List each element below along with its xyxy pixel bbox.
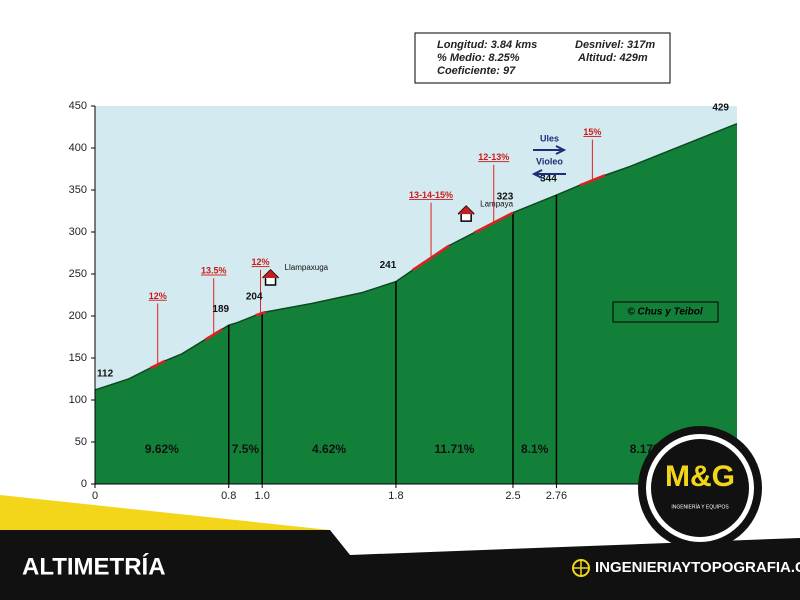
segment-gradient: 7.5%	[232, 442, 260, 456]
globe-lines	[573, 560, 589, 576]
point-label: 189	[212, 304, 229, 315]
info-box	[414, 32, 671, 84]
ramp-label: 12%	[149, 291, 167, 301]
ramp-label: 15%	[583, 127, 601, 137]
y-tick-label: 50	[75, 436, 87, 448]
y-tick-label: 450	[69, 100, 87, 112]
segment-gradient: 8.1%	[521, 442, 549, 456]
y-tick-label: 0	[81, 478, 87, 490]
ramp-label: 12%	[252, 257, 270, 267]
footer-website: INGENIERIAYTOPOGRAFIA.CO	[595, 559, 800, 576]
x-tick-label: 2.5	[505, 490, 520, 502]
point-label: 323	[497, 191, 514, 202]
y-tick-label: 200	[69, 310, 87, 322]
house-roof	[458, 206, 475, 215]
y-tick-label: 400	[69, 142, 87, 154]
ramp-label: 12-13%	[478, 152, 509, 162]
x-tick-label: 2.76	[546, 490, 567, 502]
credit-box	[612, 301, 719, 323]
footer-band	[0, 530, 800, 600]
point-label: 429	[712, 102, 729, 113]
ramp-line	[255, 310, 266, 317]
x-tick-label: 1.8	[388, 490, 403, 502]
point-label: 344	[540, 174, 557, 185]
y-tick-label: 350	[69, 184, 87, 196]
segment-gradient: 11.71%	[434, 442, 474, 456]
ramp-line	[149, 359, 166, 370]
logo-inner	[651, 439, 749, 537]
logo-tagline: INGENIERÍA Y EQUIPOS	[671, 503, 729, 510]
segment-gradient: 4.62%	[312, 442, 346, 456]
place-label: Lampaya	[480, 199, 513, 208]
footer-title: ALTIMETRÍA	[22, 552, 166, 580]
point-label: 204	[246, 291, 263, 302]
info-text: Desnivel: 317m	[575, 39, 655, 51]
segment-gradient: 9.62%	[145, 442, 179, 456]
y-tick-label: 250	[69, 268, 87, 280]
area-fill	[95, 123, 737, 484]
chart: 0 50 100 150 200 250 300 350 400 450 0 0.8 1.0 1.8 2.5…	[69, 100, 738, 502]
ramp-label: 13.5%	[201, 266, 227, 276]
place-label: Llampaxuga	[285, 263, 329, 272]
point-label: 241	[380, 260, 397, 271]
credit: © Chus y Teibol	[627, 307, 703, 318]
logo-mark: M&G	[665, 460, 735, 493]
x-tick-label: 0.8	[221, 490, 236, 502]
y-tick-label: 100	[69, 394, 87, 406]
info-text: Longitud: 3.84 kms	[437, 39, 537, 51]
y-tick-label: 300	[69, 226, 87, 238]
info-text: Altitud: 429m	[577, 52, 648, 64]
ramp-line	[579, 174, 606, 187]
x-tick-label: 0	[92, 490, 98, 502]
profile-line	[94, 122, 738, 391]
point-label: 112	[97, 369, 114, 380]
ramp-line	[411, 244, 451, 272]
y-tick-label: 150	[69, 352, 87, 364]
info-text: % Medio: 8.25%	[437, 52, 520, 64]
info-text: Coeficiente: 97	[437, 65, 516, 77]
x-tick-label: 1.0	[255, 490, 270, 502]
house-roof	[262, 270, 279, 278]
ramp-label: 13-14-15%	[409, 190, 453, 200]
direction-label: Violeo	[536, 156, 563, 166]
arrow-left	[531, 169, 566, 179]
direction-label: Ules	[540, 133, 559, 143]
arrow-right	[533, 145, 567, 155]
